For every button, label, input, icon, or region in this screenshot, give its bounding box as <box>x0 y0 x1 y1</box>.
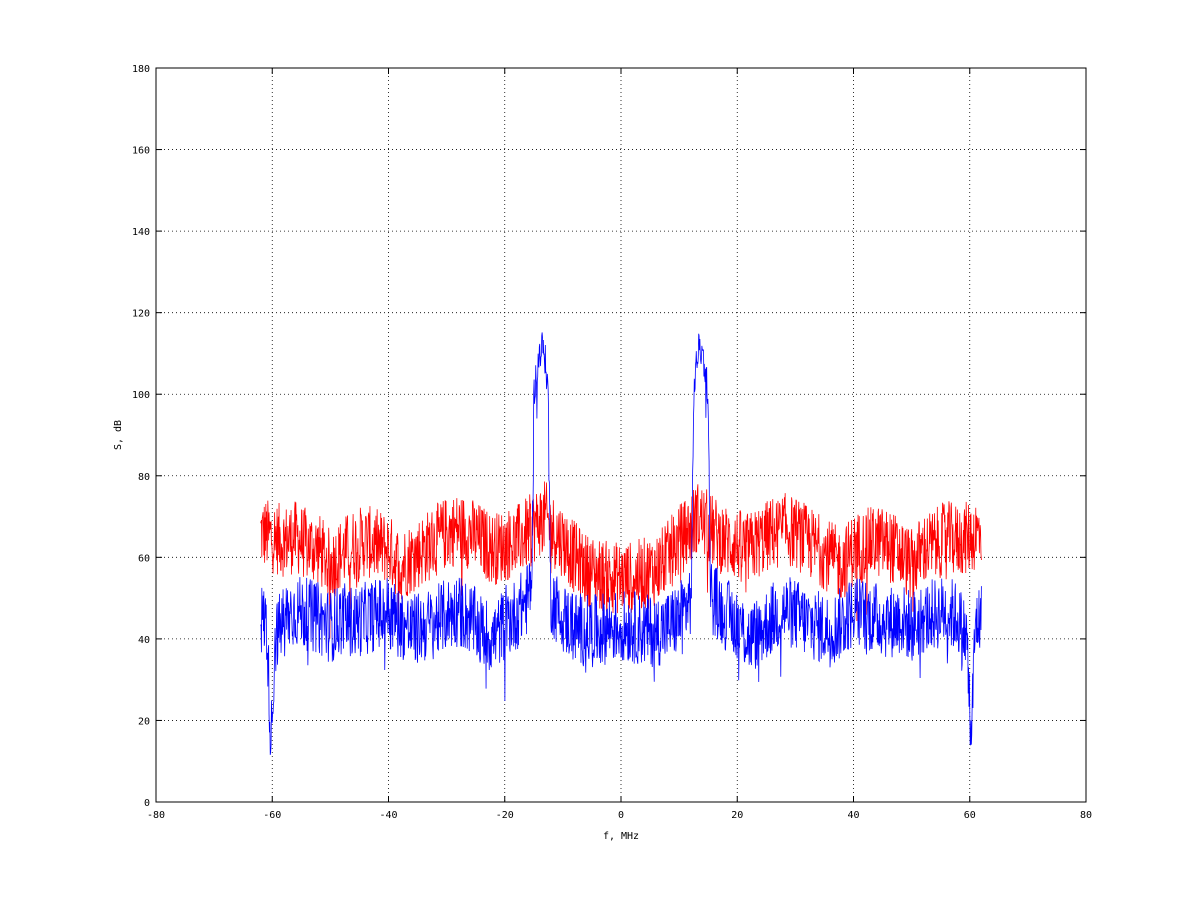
y-tick-label: 20 <box>138 716 150 727</box>
x-tick-label: 0 <box>618 810 624 821</box>
x-tick-label: -80 <box>147 810 165 821</box>
y-tick-label: 100 <box>132 390 150 401</box>
series-layer <box>260 332 982 755</box>
y-tick-label: 120 <box>132 309 150 320</box>
x-tick-label: 40 <box>847 810 859 821</box>
x-tick-label: -20 <box>496 810 514 821</box>
y-tick-label: 180 <box>132 64 150 75</box>
y-tick-label: 140 <box>132 227 150 238</box>
y-tick-label: 40 <box>138 635 150 646</box>
tick-layer: -80 -60 -40 -20 0 20 40 60 80 0 20 40 60 80 100 120 140 1… <box>132 64 1092 821</box>
x-axis-label: f, MHz <box>603 831 639 842</box>
series-line-1 <box>260 332 982 755</box>
x-tick-label: -40 <box>379 810 397 821</box>
series-line-0 <box>260 481 982 639</box>
y-tick-label: 160 <box>132 146 150 157</box>
y-tick-label: 0 <box>144 798 150 809</box>
y-tick-label: 60 <box>138 553 150 564</box>
x-tick-label: 80 <box>1080 810 1092 821</box>
y-tick-label: 80 <box>138 472 150 483</box>
x-tick-label: -60 <box>263 810 281 821</box>
plot-frame <box>155 67 1087 803</box>
x-tick-label: 20 <box>731 810 743 821</box>
x-tick-label: 60 <box>964 810 976 821</box>
y-axis-label: S, dB <box>113 420 124 450</box>
grid-layer <box>156 68 1086 802</box>
